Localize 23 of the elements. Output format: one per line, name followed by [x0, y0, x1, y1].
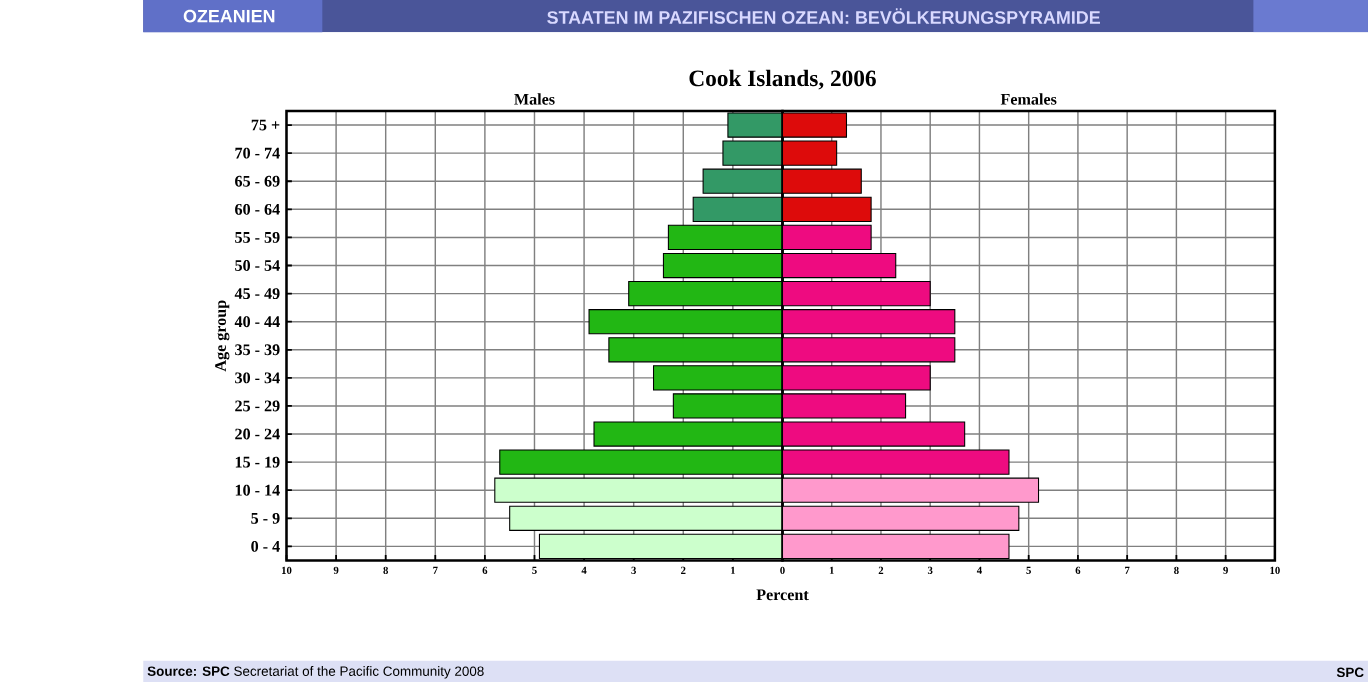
y-tick-label: 35 - 39 — [235, 344, 280, 356]
y-tick-label: 50 - 54 — [235, 259, 280, 271]
y-tick-label: 25 - 29 — [235, 400, 280, 412]
y-tick-label: 70 - 74 — [235, 147, 280, 159]
y-tick-label: 10 - 14 — [235, 484, 280, 496]
text: Cook Islands, 2006 — [689, 69, 876, 90]
y-tick-label: 75 + — [251, 119, 280, 131]
y-tick-label: 65 - 69 — [235, 175, 280, 187]
text: OZEANIEN — [183, 9, 275, 23]
y-tick-label: 0 - 4 — [251, 540, 280, 552]
y-tick-label: 20 - 24 — [235, 428, 280, 440]
y-tick-label: 40 - 44 — [234, 316, 280, 328]
y-tick-label: 60 - 64 — [235, 203, 280, 215]
chart-title: Females — [1000, 93, 1057, 105]
y-tick-label: 30 - 34 — [235, 372, 280, 384]
text: STAATEN IM PAZIFISCHEN OZEAN: BEVÖLKERUNGSPYRAMIDE — [547, 8, 1100, 24]
y-tick-label: 15 - 19 — [235, 456, 280, 468]
chart-title: Males — [514, 93, 555, 105]
y-tick-label: 5 - 9 — [251, 512, 280, 524]
y-tick-label: 45 - 49 — [234, 288, 280, 299]
y-tick-label: 55 - 59 — [235, 231, 280, 243]
x-axis-title: Percent — [756, 589, 809, 601]
y-axis-title: Age group — [215, 300, 230, 372]
